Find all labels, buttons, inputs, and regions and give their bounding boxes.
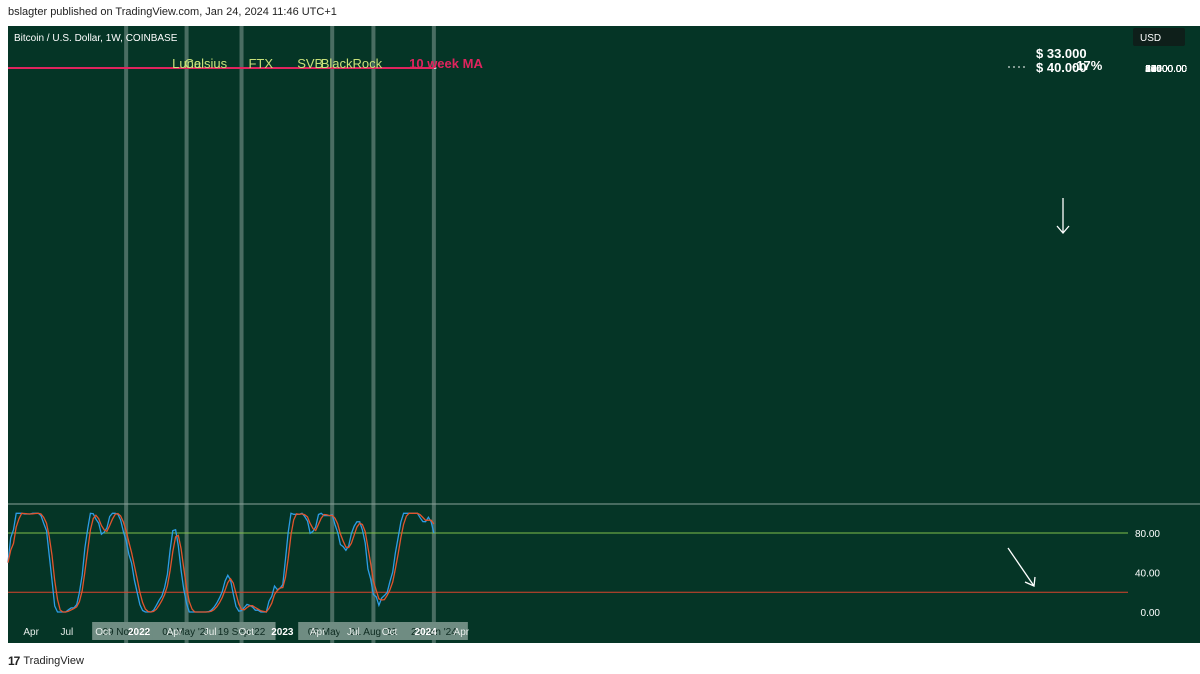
time-tick-label: Oct — [95, 627, 111, 638]
percent-change-label: -17% — [1072, 58, 1103, 73]
down-arrow-icon — [1056, 225, 1070, 234]
vertical-marker-badge-bg — [207, 622, 276, 640]
price-label-33000: $ 33.000 — [1036, 46, 1087, 61]
time-tick-label: 2022 — [128, 627, 151, 638]
price-tick-label: 36000.00 — [1145, 64, 1187, 75]
price-tick-label: 15900.00 — [1145, 64, 1187, 75]
vertical-marker-line — [239, 26, 244, 643]
vertical-marker-label: 02 May '22 — [162, 627, 211, 638]
event-label-svb: SVB — [297, 56, 323, 71]
price-tick-label: 26000.00 — [1145, 64, 1187, 75]
time-tick-label: Apr — [167, 627, 183, 638]
time-tick-label: Oct — [382, 627, 398, 638]
oscillator-arrow-icon — [1024, 576, 1036, 587]
price-tick-label: 55000.00 — [1145, 64, 1187, 75]
plot-background — [8, 26, 1128, 643]
vertical-marker-label: 21 Aug '23 — [350, 627, 397, 638]
vertical-marker-label: 22 Jan '24 — [411, 627, 457, 638]
chart-title: Bitcoin / U.S. Dollar, 1W, COINBASE — [14, 33, 178, 44]
vertical-marker-badge-bg — [339, 622, 408, 640]
publish-header: bslagter published on TradingView.com, J… — [8, 6, 337, 18]
vertical-marker-label: 08 May '23 — [308, 627, 357, 638]
time-tick-label: Apr — [23, 627, 39, 638]
vertical-marker-line — [124, 26, 129, 643]
oscillator-tick-label: 80.00 — [1135, 529, 1160, 540]
d-line — [7, 512, 435, 613]
axes: Bitcoin / U.S. Dollar, 1W, COINBASE USD 60… — [14, 28, 1187, 638]
time-tick-label: Jul — [60, 627, 73, 638]
price-tick-label: 19000.00 — [1145, 64, 1187, 75]
price-tick-label: 21000.00 — [1145, 64, 1187, 75]
currency-badge — [1133, 28, 1185, 46]
footer: 17 TradingView — [8, 654, 84, 668]
vertical-marker-line — [371, 26, 376, 643]
time-tick-label: 2023 — [271, 627, 294, 638]
vertical-marker-label: 19 Sep '22 — [218, 627, 266, 638]
price-tick-label: 17400.00 — [1145, 64, 1187, 75]
vertical-marker-badge: 29 Nov '21 — [92, 622, 161, 640]
vertical-marker-badge-bg — [92, 622, 161, 640]
price-tick-label: 29000.00 — [1145, 64, 1187, 75]
price-tick-label: 50000.00 — [1145, 64, 1187, 75]
price-tick-label: 14500.00 — [1145, 64, 1187, 75]
vertical-marker-badge: 22 Jan '24 — [399, 622, 468, 640]
time-tick-label: Apr — [454, 627, 470, 638]
time-tick-label: Oct — [238, 627, 254, 638]
ma-label: 10 week MA — [409, 56, 483, 71]
event-label-blackrock: BlackRock — [321, 56, 383, 71]
time-tick-label: Apr — [310, 627, 326, 638]
vertical-marker-line — [431, 26, 436, 643]
vertical-markers: 29 Nov '21 02 May '22 19 Sep '22 08 May '23… — [92, 26, 468, 643]
time-tick-label: 2024 — [414, 627, 437, 638]
price-label-40000: $ 40.000 — [1036, 60, 1087, 75]
vertical-marker-label: 29 Nov '21 — [102, 627, 150, 638]
price-tick-label: 32000.00 — [1145, 64, 1187, 75]
vertical-marker-badge: 21 Aug '23 — [339, 622, 408, 640]
vertical-marker-badge-bg — [152, 622, 221, 640]
price-tick-label: 44000.00 — [1145, 64, 1187, 75]
event-label-celsius: Celsius — [185, 56, 228, 71]
price-tick-label: 60000.00 — [1145, 64, 1187, 75]
price-tick-label: 40000.00 — [1145, 64, 1187, 75]
currency-label: USD — [1140, 33, 1161, 44]
price-tick-label: 23000.00 — [1145, 64, 1187, 75]
oscillator-tick-label: 0.00 — [1141, 608, 1161, 619]
price-axis-background — [1128, 26, 1200, 643]
vertical-marker-line — [184, 26, 189, 643]
brand-label: TradingView — [23, 655, 84, 667]
oscillator-tick-label: 40.00 — [1135, 569, 1160, 580]
vertical-marker-line — [330, 26, 335, 643]
vertical-marker-badge: 02 May '22 — [152, 622, 221, 640]
time-tick-label: Jul — [347, 627, 360, 638]
tradingview-logo-icon: 17 — [8, 654, 20, 668]
event-label-ftx: FTX — [248, 56, 273, 71]
vertical-marker-badge-bg — [399, 622, 468, 640]
k-line — [7, 512, 435, 613]
oscillator — [7, 512, 1128, 613]
vertical-marker-badge: 19 Sep '22 — [207, 622, 276, 640]
event-label-luna: Luna — [172, 56, 202, 71]
time-tick-label: Jul — [204, 627, 217, 638]
oscillator-arrow-shaft — [1007, 547, 1035, 587]
